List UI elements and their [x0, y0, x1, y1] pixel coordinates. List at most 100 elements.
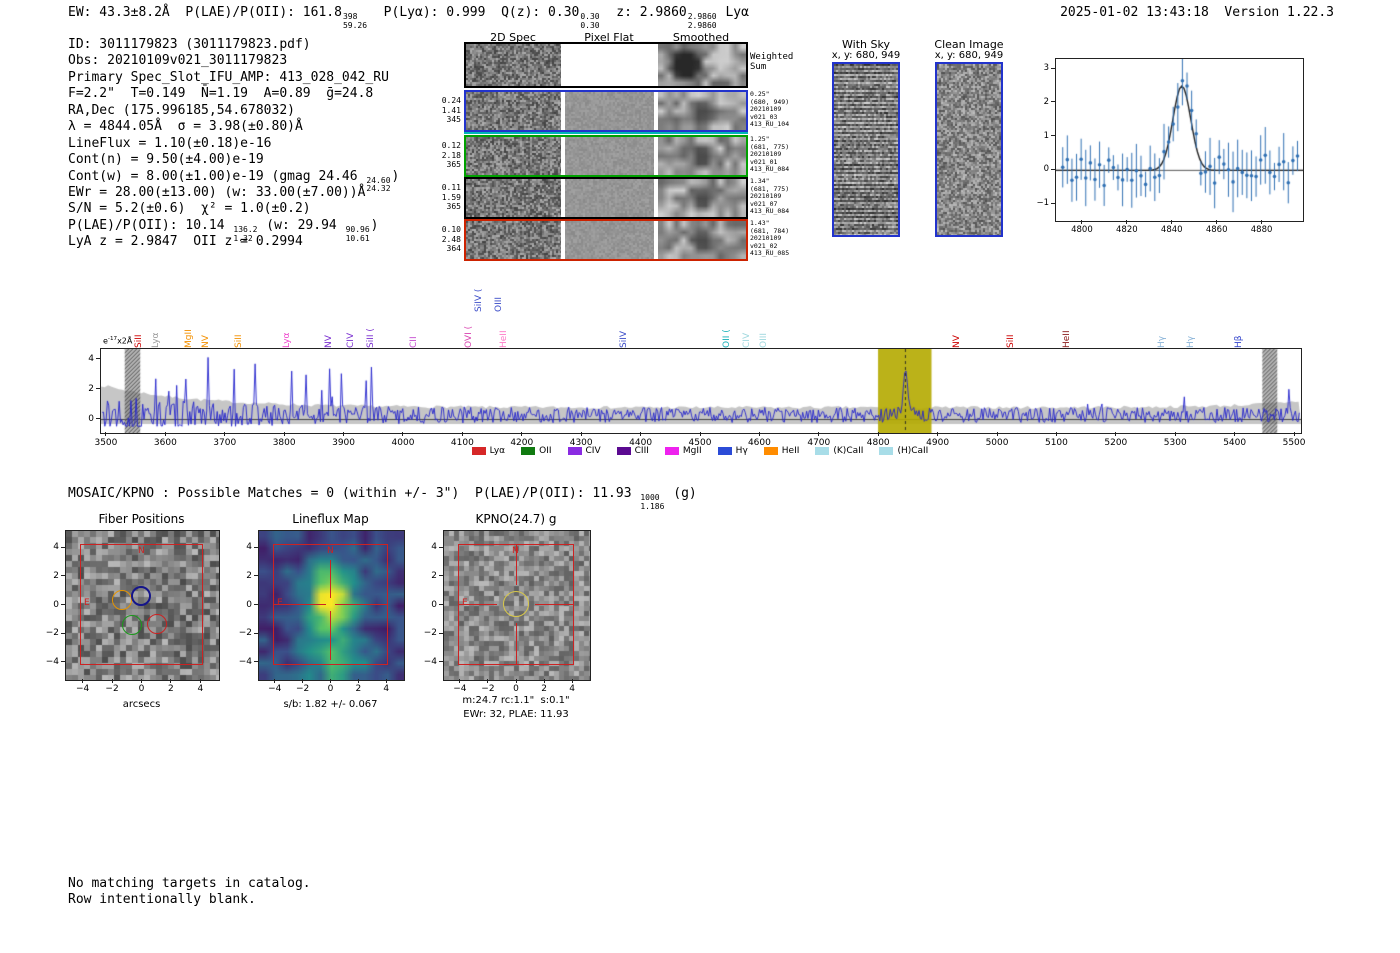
- x-tick: [1115, 432, 1117, 436]
- crosshair-line: [335, 604, 388, 605]
- emission-line-marker: SiII: [133, 334, 144, 348]
- x-tick-label: 4300: [569, 438, 593, 448]
- y-tick: [439, 632, 443, 634]
- emission-line-marker: SiII: [234, 334, 245, 348]
- x-tick: [385, 679, 387, 683]
- x-tick-label: 5000: [985, 438, 1009, 448]
- y-tick-label: 2: [246, 570, 252, 581]
- spectrum-legend: Lyα OII CIV CIII MgII Hγ HeII (K)CaII (H)CaII: [100, 446, 1300, 456]
- spec2d-subimage: [466, 221, 561, 259]
- x-tick: [758, 432, 760, 436]
- legend-item: HeII: [763, 446, 799, 456]
- x-tick-label: −4: [268, 684, 282, 694]
- spec2d-header-2dspec: 2D Spec: [490, 31, 536, 44]
- emission-line-fit-chart: [1055, 58, 1304, 222]
- y-tick: [61, 546, 65, 548]
- info-line: Cont(n) = 9.50(±4.00)e-19: [68, 152, 264, 168]
- x-tick: [699, 432, 701, 436]
- spec2d-row-left-labels: 0.11 1.59 365: [441, 183, 461, 211]
- legend-item: CIV: [567, 446, 601, 456]
- x-tick-label: 4800: [866, 438, 890, 448]
- spec2d-subimage: [565, 179, 654, 217]
- kpno-xlabel: m:24.7 rc:1.1" s:0.1": [462, 695, 570, 706]
- x-tick-label: 4860: [1205, 225, 1228, 235]
- legend-swatch: [763, 447, 778, 455]
- x-tick-label: 5200: [1104, 438, 1128, 448]
- spec2d-subimage: [565, 92, 654, 130]
- stacked-fraction: 90.96 10.61: [345, 224, 370, 243]
- x-tick-label: 2: [168, 684, 174, 694]
- x-tick: [1174, 432, 1176, 436]
- kpno-cutout: [443, 530, 591, 681]
- compass-east-label: E: [277, 598, 283, 608]
- clean-image-canvas: [937, 64, 1001, 235]
- compass-east-label: E: [84, 598, 90, 608]
- crosshair-line: [330, 560, 331, 598]
- y-tick: [96, 418, 100, 419]
- y-tick: [1051, 202, 1055, 204]
- info-line: ID: 3011179823 (3011179823.pdf): [68, 37, 311, 52]
- x-tick: [521, 432, 523, 436]
- crosshair-line: [535, 604, 574, 605]
- y-tick-label: 2: [88, 383, 94, 394]
- y-tick-label: 0: [88, 413, 94, 424]
- x-tick: [996, 432, 998, 436]
- fiber-positions-cutout: [65, 530, 220, 681]
- detection-info-block: ID: 3011179823 (3011179823.pdf) Obs: 2021…: [68, 37, 399, 251]
- x-tick-label: 4800: [1071, 225, 1093, 235]
- clean-image: [935, 62, 1003, 237]
- spec2d-subimage: [658, 92, 746, 130]
- x-tick-label: 5300: [1163, 438, 1187, 448]
- x-tick: [199, 679, 201, 683]
- y-tick-label: 4: [53, 542, 59, 553]
- emission-line-marker: Lyα: [281, 332, 292, 348]
- x-tick-label: 0: [513, 684, 519, 694]
- legend-item: OII: [521, 446, 552, 456]
- crosshair-line: [458, 604, 497, 605]
- x-tick: [1055, 432, 1057, 436]
- compass-north-label: N: [327, 546, 334, 556]
- info-line: EWr = 28.00(±13.00) (w: 33.00(±7.00))Å: [68, 184, 366, 200]
- cutout-field-box: [80, 544, 203, 665]
- x-tick-label: 4820: [1116, 225, 1138, 235]
- legend-swatch: [471, 447, 486, 455]
- y-tick-label: 2: [431, 570, 437, 581]
- emission-line-marker: HeII: [1061, 330, 1072, 348]
- legend-item: CIII: [616, 446, 649, 456]
- emission-line-marker: NV: [951, 335, 962, 348]
- x-tick: [1126, 220, 1128, 224]
- spec2d-row: [464, 219, 748, 261]
- emission-line-marker: SiIV: [619, 330, 630, 348]
- fit-chart-canvas: [1056, 59, 1303, 221]
- emission-line-marker: HeII: [499, 330, 510, 348]
- y-tick-label: 4: [431, 542, 437, 553]
- emission-line-marker: Hγ: [1156, 335, 1167, 348]
- with-sky-image: [832, 62, 900, 237]
- spec2d-subimage: [466, 179, 561, 217]
- spec2d-row-left-labels: 0.24 1.41 345: [441, 96, 461, 124]
- y-tick-label: 2: [53, 570, 59, 581]
- x-tick-label: 3500: [94, 438, 118, 448]
- info-line: LyA z = 2.9847 OII z = 0.2994: [68, 234, 303, 250]
- x-tick: [1261, 220, 1263, 224]
- y-tick: [1051, 101, 1055, 103]
- x-tick-label: 4: [383, 684, 390, 694]
- legend-label: Hγ: [735, 446, 748, 456]
- info-line: Primary Spec_Slot_IFU_AMP: 413_028_042_R…: [68, 69, 389, 85]
- y-tick: [1051, 168, 1055, 170]
- compass-east-label: E: [462, 598, 468, 608]
- x-tick-label: 3800: [272, 438, 296, 448]
- crosshair-line: [516, 623, 517, 665]
- y-tick-label: 0: [1043, 164, 1049, 175]
- kpno-cutout-title: KPNO(24.7) g: [475, 512, 557, 526]
- x-tick: [459, 679, 461, 683]
- crosshair-line: [516, 544, 517, 585]
- legend-label: CIII: [634, 446, 649, 456]
- y-tick-label: 0: [53, 599, 59, 610]
- x-tick-label: 2: [541, 684, 547, 694]
- emission-line-marker: CII: [408, 336, 419, 348]
- fiber-positions-title: Fiber Positions: [98, 512, 185, 526]
- spec2d-subimage: [658, 221, 746, 259]
- stacked-fraction: 1000 1.186: [640, 493, 665, 511]
- spec2d-separator-line: [464, 132, 748, 134]
